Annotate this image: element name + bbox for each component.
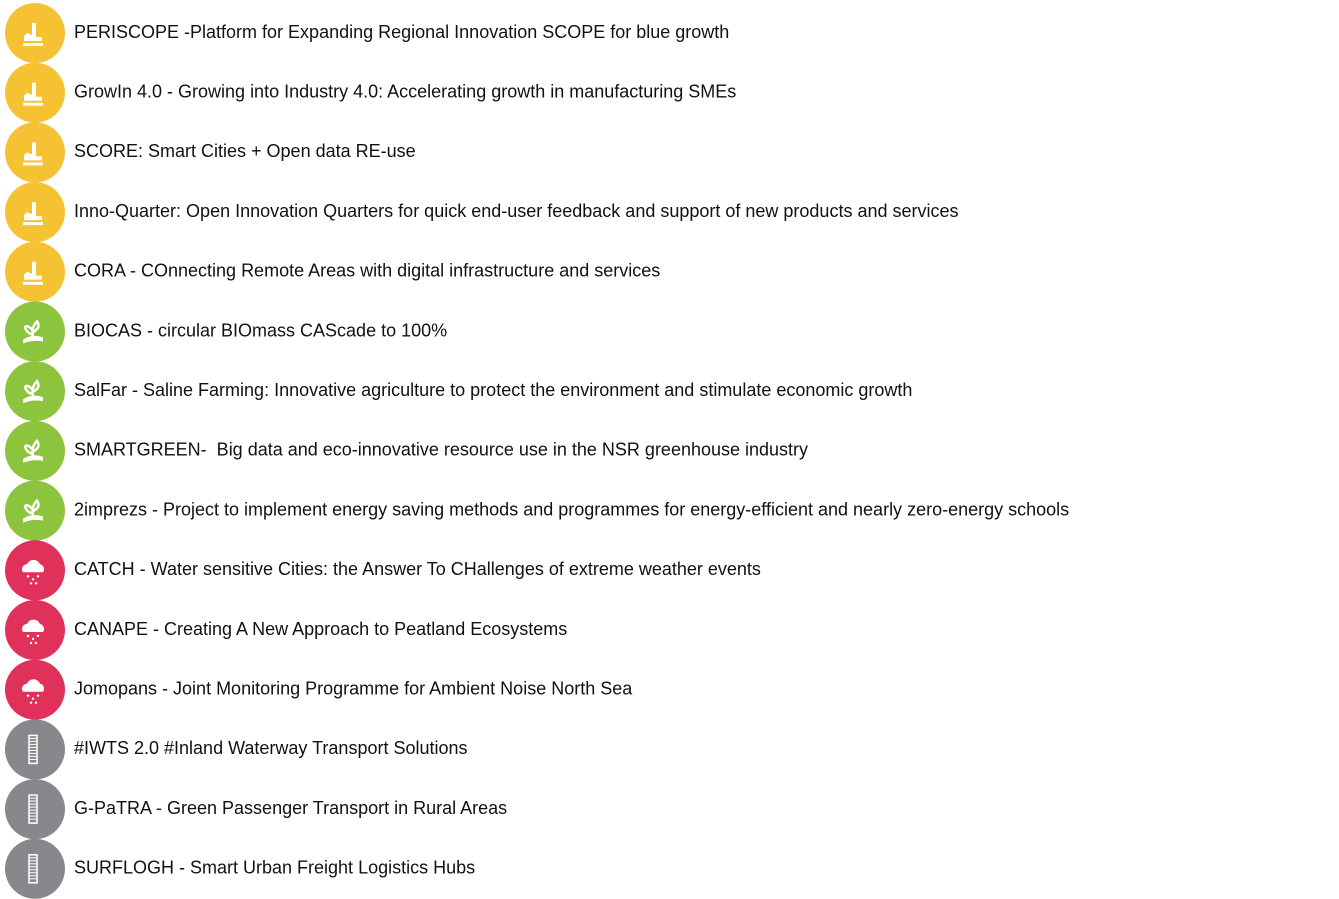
icon-shape (28, 734, 38, 765)
icon (23, 23, 43, 46)
icon-badge (5, 838, 65, 899)
project-title: PERISCOPE -Platform for Expanding Region… (74, 22, 729, 42)
icon-shape (31, 637, 35, 641)
icon-shape (23, 515, 43, 523)
icon (23, 82, 43, 106)
list-item: GrowIn 4.0 - Growing into Industry 4.0: … (5, 62, 736, 123)
icon-shape (22, 679, 45, 692)
icon-shape (24, 82, 42, 101)
icon (28, 734, 38, 765)
icon-shape (29, 701, 33, 704)
project-title: G-PaTRA - Green Passenger Transport in R… (74, 798, 507, 818)
icon-shape (24, 142, 42, 161)
icon-shape (23, 438, 40, 457)
list-item: SCORE: Smart Cities + Open data RE-use (5, 122, 416, 183)
icon-shape (23, 162, 43, 166)
icon-shape (28, 854, 38, 884)
icon-shape (36, 575, 40, 578)
list-item: SURFLOGH - Smart Urban Freight Logistics… (5, 838, 475, 899)
icon-badge (5, 779, 65, 840)
icon-shape (24, 23, 42, 41)
icon-shape (23, 102, 43, 106)
project-title: CANAPE - Creating A New Approach to Peat… (74, 619, 567, 639)
project-title: SURFLOGH - Smart Urban Freight Logistics… (74, 858, 475, 878)
list-item: SalFar - Saline Farming: Innovative agri… (5, 361, 912, 422)
project-title: #IWTS 2.0 #Inland Waterway Transport Sol… (74, 738, 468, 758)
icon-shape (36, 694, 40, 697)
project-title: GrowIn 4.0 - Growing into Industry 4.0: … (74, 81, 736, 101)
list-item: Inno-Quarter: Open Innovation Quarters f… (5, 182, 959, 243)
icon (23, 319, 43, 344)
icon-shape (23, 43, 43, 46)
project-title: 2imprezs - Project to implement energy s… (74, 499, 1069, 519)
project-title: CATCH - Water sensitive Cities: the Answ… (74, 559, 761, 579)
icon-shape (23, 379, 40, 397)
icon-shape (26, 575, 30, 578)
list-item: BIOCAS - circular BIOmass CAScade to 100… (5, 301, 447, 362)
icon-shape (22, 559, 45, 573)
icon (23, 202, 43, 226)
project-title: SalFar - Saline Farming: Innovative agri… (74, 380, 912, 400)
icon-shape (23, 455, 43, 463)
icon (22, 559, 45, 585)
icon (23, 379, 43, 404)
icon-shape (23, 335, 43, 344)
icon-shape (28, 794, 38, 824)
icon (23, 261, 43, 285)
icon (22, 619, 45, 645)
icon (28, 854, 38, 884)
icon-shape (34, 701, 38, 704)
list-item: G-PaTRA - Green Passenger Transport in R… (5, 779, 507, 840)
icon-shape (26, 634, 30, 638)
icon-shape (29, 582, 33, 585)
icon-shape (36, 634, 40, 638)
project-title: CORA - COnnecting Remote Areas with digi… (74, 261, 660, 281)
icon-shape (23, 319, 40, 337)
icon-shape (22, 619, 45, 632)
icon-shape (26, 694, 30, 697)
icon-shape (29, 641, 33, 645)
project-title: Jomopans - Joint Monitoring Programme fo… (74, 678, 633, 698)
icon-badge (5, 719, 65, 780)
list-item: Jomopans - Joint Monitoring Programme fo… (5, 659, 633, 720)
icon-shape (24, 261, 42, 280)
icon-shape (34, 582, 38, 585)
icon (23, 498, 43, 523)
list-item: CATCH - Water sensitive Cities: the Answ… (5, 540, 761, 601)
list-item: PERISCOPE -Platform for Expanding Region… (5, 3, 729, 63)
project-title: SCORE: Smart Cities + Open data RE-use (74, 141, 416, 161)
icon (28, 794, 38, 824)
icon (23, 142, 43, 166)
icon (23, 438, 43, 463)
project-title: SMARTGREEN- Big data and eco-innovative … (74, 440, 808, 460)
icon-shape (31, 578, 35, 581)
list-item: CORA - COnnecting Remote Areas with digi… (5, 241, 660, 302)
list-item: 2imprezs - Project to implement energy s… (5, 480, 1069, 541)
icon-shape (31, 697, 35, 700)
icon (22, 679, 45, 704)
list-item: SMARTGREEN- Big data and eco-innovative … (5, 420, 808, 481)
project-title: Inno-Quarter: Open Innovation Quarters f… (74, 201, 959, 221)
icon-shape (23, 395, 43, 404)
icon-shape (23, 281, 43, 285)
project-title: BIOCAS - circular BIOmass CAScade to 100… (74, 320, 447, 340)
list-item: #IWTS 2.0 #Inland Waterway Transport Sol… (5, 719, 468, 780)
icon-shape (24, 202, 42, 221)
icon-shape (23, 222, 43, 226)
list-item: CANAPE - Creating A New Approach to Peat… (5, 600, 567, 660)
icon-shape (23, 498, 40, 516)
icon-shape (34, 641, 38, 645)
